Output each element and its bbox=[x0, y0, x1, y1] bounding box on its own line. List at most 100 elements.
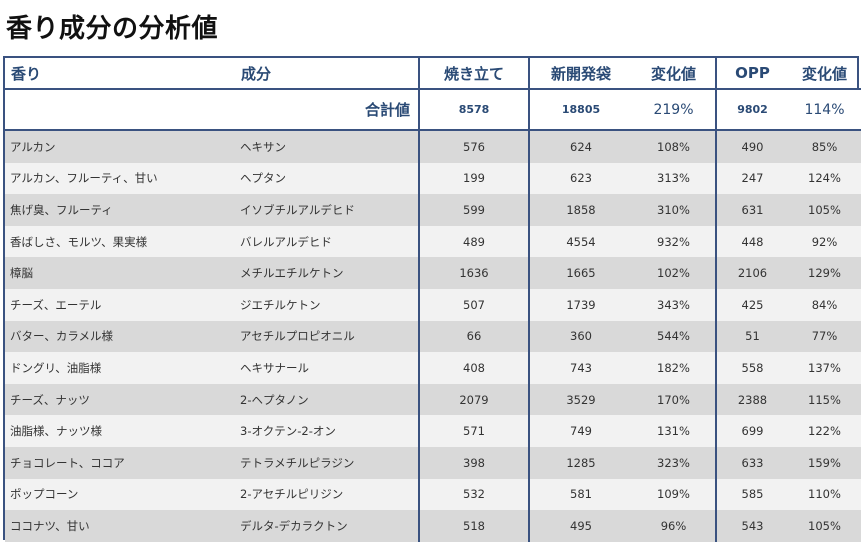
cell-change-opp: 85% bbox=[788, 130, 861, 163]
cell-fresh: 199 bbox=[418, 162, 529, 195]
total-opp: 9802 bbox=[715, 89, 788, 131]
table-row: 油脂様、ナッツ様 3-オクテン-2-オン 571 749 131% 699 122% bbox=[5, 415, 861, 447]
table-row: アルカン、フルーティ、甘い ヘプタン 199 623 313% 247 124% bbox=[5, 162, 861, 195]
cell-change-opp: 129% bbox=[788, 257, 861, 289]
cell-change-new-bag: 343% bbox=[632, 288, 716, 321]
cell-aroma: ココナツ、甘い bbox=[5, 510, 235, 542]
table-row: 香ばしさ、モルツ、果実様 バレルアルデヒド 489 4554 932% 448 92% bbox=[5, 225, 861, 258]
cell-opp: 558 bbox=[715, 352, 788, 384]
aroma-analysis-table: 香り 成分 焼き立て 新開発袋 変化値 OPP 変化値 合計値 8578 188… bbox=[3, 56, 861, 542]
cell-new-bag: 1739 bbox=[528, 288, 632, 321]
cell-opp: 247 bbox=[715, 162, 788, 195]
total-label: 合計値 bbox=[5, 89, 419, 131]
cell-new-bag: 1858 bbox=[528, 194, 632, 226]
table-row: チーズ、ナッツ 2-ヘプタノン 2079 3529 170% 2388 115% bbox=[5, 383, 861, 416]
cell-aroma: アルカン、フルーティ、甘い bbox=[5, 162, 235, 195]
cell-compound: デルタ-デカラクトン bbox=[235, 510, 419, 542]
cell-change-opp: 92% bbox=[788, 225, 861, 258]
cell-change-new-bag: 932% bbox=[632, 225, 716, 258]
cell-aroma: 焦げ臭、フルーティ bbox=[5, 194, 235, 226]
cell-change-new-bag: 544% bbox=[632, 320, 716, 353]
total-new-bag: 18805 bbox=[528, 89, 632, 131]
page-title: 香り成分の分析値 bbox=[6, 14, 219, 44]
cell-new-bag: 3529 bbox=[528, 383, 632, 416]
cell-fresh: 489 bbox=[418, 225, 529, 258]
cell-compound: ジエチルケトン bbox=[235, 288, 419, 321]
cell-compound: 2-アセチルピリジン bbox=[235, 478, 419, 511]
cell-opp: 2106 bbox=[715, 257, 788, 289]
cell-fresh: 66 bbox=[418, 320, 529, 353]
cell-change-opp: 122% bbox=[788, 415, 861, 447]
cell-compound: ヘプタン bbox=[235, 162, 419, 195]
cell-change-new-bag: 102% bbox=[632, 257, 716, 289]
cell-new-bag: 360 bbox=[528, 320, 632, 353]
cell-change-opp: 77% bbox=[788, 320, 861, 353]
cell-aroma: アルカン bbox=[5, 130, 235, 163]
cell-change-opp: 105% bbox=[788, 510, 861, 542]
cell-change-new-bag: 323% bbox=[632, 446, 716, 479]
cell-change-opp: 115% bbox=[788, 383, 861, 416]
cell-change-new-bag: 310% bbox=[632, 194, 716, 226]
cell-aroma: バター、カラメル様 bbox=[5, 320, 235, 353]
cell-change-new-bag: 108% bbox=[632, 130, 716, 163]
cell-fresh: 398 bbox=[418, 446, 529, 479]
cell-change-opp: 105% bbox=[788, 194, 861, 226]
cell-new-bag: 581 bbox=[528, 478, 632, 511]
table-row: ポップコーン 2-アセチルピリジン 532 581 109% 585 110% bbox=[5, 478, 861, 511]
cell-compound: 3-オクテン-2-オン bbox=[235, 415, 419, 447]
cell-new-bag: 495 bbox=[528, 510, 632, 542]
header-change-opp: 変化値 bbox=[788, 58, 861, 90]
cell-change-new-bag: 313% bbox=[632, 162, 716, 195]
cell-aroma: チーズ、ナッツ bbox=[5, 383, 235, 416]
cell-fresh: 599 bbox=[418, 194, 529, 226]
table-row: 焦げ臭、フルーティ イソブチルアルデヒド 599 1858 310% 631 105% bbox=[5, 194, 861, 226]
cell-fresh: 1636 bbox=[418, 257, 529, 289]
cell-new-bag: 624 bbox=[528, 130, 632, 163]
total-change-opp: 114% bbox=[788, 89, 861, 131]
header-compound: 成分 bbox=[235, 58, 419, 90]
cell-fresh: 518 bbox=[418, 510, 529, 542]
cell-aroma: 香ばしさ、モルツ、果実様 bbox=[5, 225, 235, 258]
total-fresh: 8578 bbox=[418, 89, 529, 131]
total-row: 合計値 8578 18805 219% 9802 114% bbox=[5, 89, 861, 131]
header-row: 香り 成分 焼き立て 新開発袋 変化値 OPP 変化値 bbox=[5, 58, 861, 90]
cell-change-opp: 84% bbox=[788, 288, 861, 321]
cell-compound: ヘキサン bbox=[235, 130, 419, 163]
table-row: チーズ、エーテル ジエチルケトン 507 1739 343% 425 84% bbox=[5, 288, 861, 321]
header-aroma: 香り bbox=[5, 58, 235, 90]
cell-change-new-bag: 109% bbox=[632, 478, 716, 511]
table-row: ココナツ、甘い デルタ-デカラクトン 518 495 96% 543 105% bbox=[5, 510, 861, 542]
header-fresh: 焼き立て bbox=[418, 58, 529, 90]
table-row: アルカン ヘキサン 576 624 108% 490 85% bbox=[5, 130, 861, 163]
table-row: バター、カラメル様 アセチルプロピオニル 66 360 544% 51 77% bbox=[5, 320, 861, 353]
cell-new-bag: 743 bbox=[528, 352, 632, 384]
header-opp: OPP bbox=[715, 58, 788, 90]
table-row: ドングリ、油脂様 ヘキサナール 408 743 182% 558 137% bbox=[5, 352, 861, 384]
total-change-new-bag: 219% bbox=[632, 89, 716, 131]
cell-change-new-bag: 96% bbox=[632, 510, 716, 542]
cell-opp: 585 bbox=[715, 478, 788, 511]
cell-compound: 2-ヘプタノン bbox=[235, 383, 419, 416]
table-row: 樟脳 メチルエチルケトン 1636 1665 102% 2106 129% bbox=[5, 257, 861, 289]
cell-fresh: 2079 bbox=[418, 383, 529, 416]
cell-opp: 699 bbox=[715, 415, 788, 447]
header-change-new-bag: 変化値 bbox=[632, 58, 716, 90]
cell-new-bag: 749 bbox=[528, 415, 632, 447]
cell-opp: 51 bbox=[715, 320, 788, 353]
cell-new-bag: 4554 bbox=[528, 225, 632, 258]
cell-change-opp: 159% bbox=[788, 446, 861, 479]
cell-opp: 633 bbox=[715, 446, 788, 479]
cell-fresh: 576 bbox=[418, 130, 529, 163]
cell-opp: 631 bbox=[715, 194, 788, 226]
cell-aroma: チョコレート、ココア bbox=[5, 446, 235, 479]
cell-compound: メチルエチルケトン bbox=[235, 257, 419, 289]
cell-compound: イソブチルアルデヒド bbox=[235, 194, 419, 226]
cell-new-bag: 1665 bbox=[528, 257, 632, 289]
cell-aroma: チーズ、エーテル bbox=[5, 288, 235, 321]
cell-fresh: 507 bbox=[418, 288, 529, 321]
cell-aroma: 油脂様、ナッツ様 bbox=[5, 415, 235, 447]
cell-fresh: 532 bbox=[418, 478, 529, 511]
cell-fresh: 408 bbox=[418, 352, 529, 384]
cell-new-bag: 623 bbox=[528, 162, 632, 195]
cell-compound: テトラメチルピラジン bbox=[235, 446, 419, 479]
